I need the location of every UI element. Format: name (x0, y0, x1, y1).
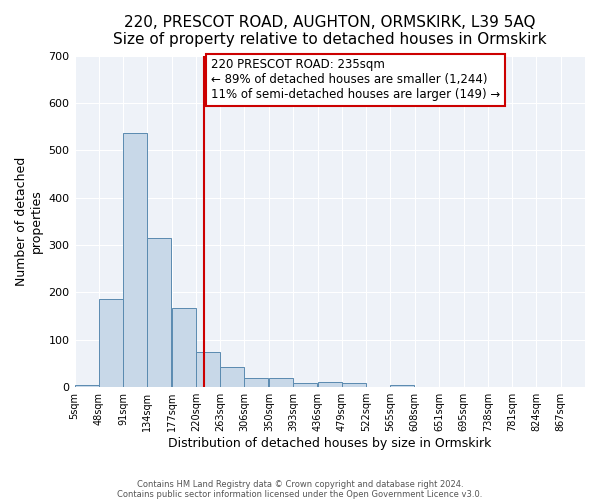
Bar (220, 367, 244, 387)
Bar (148, 238, 171, 387)
Bar (293, 384, 317, 387)
Bar (269, 378, 293, 387)
Bar (317, 382, 341, 387)
Y-axis label: Number of detached
properties: Number of detached properties (15, 156, 43, 286)
X-axis label: Distribution of detached houses by size in Ormskirk: Distribution of detached houses by size … (168, 437, 491, 450)
Bar (342, 384, 366, 387)
Bar (196, 352, 220, 387)
Bar (391, 384, 415, 387)
Bar (172, 308, 196, 387)
Bar (123, 132, 147, 387)
Bar (99, 298, 123, 387)
Bar (244, 378, 268, 387)
Text: 220 PRESCOT ROAD: 235sqm
← 89% of detached houses are smaller (1,244)
11% of sem: 220 PRESCOT ROAD: 235sqm ← 89% of detach… (211, 58, 500, 102)
Title: 220, PRESCOT ROAD, AUGHTON, ORMSKIRK, L39 5AQ
Size of property relative to detac: 220, PRESCOT ROAD, AUGHTON, ORMSKIRK, L3… (113, 15, 547, 48)
Text: Contains HM Land Registry data © Crown copyright and database right 2024.
Contai: Contains HM Land Registry data © Crown c… (118, 480, 482, 499)
Bar (74, 384, 98, 387)
